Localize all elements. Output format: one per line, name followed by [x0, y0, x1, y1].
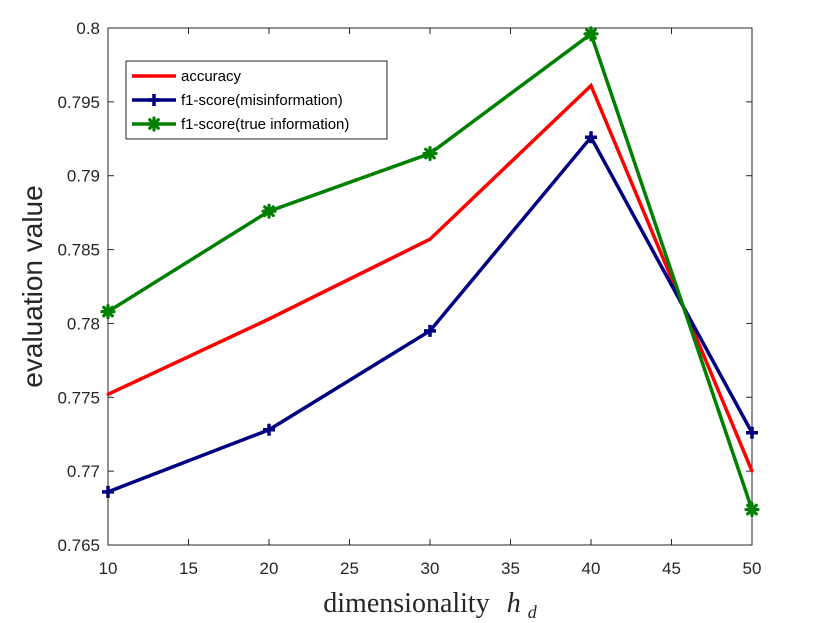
data-point-2-1	[261, 203, 277, 219]
y-tick-label: 0.78	[67, 314, 100, 333]
y-tick-label: 0.795	[57, 93, 100, 112]
x-tick-label: 50	[743, 559, 762, 578]
x-tick-label: 15	[179, 559, 198, 578]
x-tick-label: 30	[421, 559, 440, 578]
legend-marker-2	[146, 116, 162, 132]
data-point-2-3	[583, 26, 599, 42]
x-tick-label: 40	[582, 559, 601, 578]
data-point-0-4	[750, 469, 754, 473]
data-point-1-3	[585, 131, 597, 144]
x-axis-label: dimensionality h d	[323, 588, 537, 622]
series-line-0	[107, 82, 754, 472]
y-tick-label: 0.77	[67, 462, 100, 481]
legend-marker-1	[148, 94, 160, 106]
series-line-1	[107, 134, 754, 494]
x-tick-label: 35	[501, 559, 520, 578]
y-tick-label: 0.79	[67, 167, 100, 186]
series-0	[106, 82, 754, 473]
x-axis-label-symbol: h	[507, 588, 521, 619]
data-point-2-0	[100, 304, 116, 320]
legend-label-0: accuracy	[181, 68, 242, 85]
legend-label-2: f1-score(true information)	[181, 116, 349, 133]
x-tick-label: 20	[260, 559, 279, 578]
series-1	[102, 131, 758, 498]
x-tick-label: 25	[340, 559, 359, 578]
y-tick-label: 0.785	[57, 241, 100, 260]
x-tick-label: 45	[662, 559, 681, 578]
y-tick-label: 0.765	[57, 536, 100, 555]
data-point-2-2	[422, 145, 438, 162]
x-tick-label: 10	[99, 559, 118, 578]
data-point-1-1	[263, 423, 275, 436]
data-point-0-1	[267, 317, 271, 321]
data-point-0-2	[428, 237, 432, 241]
data-point-0-0	[106, 392, 110, 396]
y-tick-label: 0.8	[76, 19, 100, 38]
x-axis-label-text: dimensionality	[323, 588, 489, 619]
series-2	[100, 26, 760, 518]
legend: accuracy f1-score(misinformation) f1-score…	[125, 60, 388, 140]
x-axis-label-subscript: d	[528, 602, 538, 622]
series-layer	[100, 26, 760, 518]
data-point-0-3	[589, 84, 593, 88]
data-point-1-4	[746, 426, 758, 439]
y-axis-label: evaluation value	[17, 185, 48, 387]
data-point-1-0	[102, 485, 114, 498]
legend-label-1: f1-score(misinformation)	[181, 92, 343, 109]
data-point-1-2	[424, 324, 436, 337]
y-tick-label: 0.775	[57, 388, 100, 407]
axes: 10 15 20 25 30 35 40 45 50 0.765 0.77 0.775 0.78 0.78…	[57, 19, 761, 578]
data-point-2-4	[744, 501, 760, 518]
